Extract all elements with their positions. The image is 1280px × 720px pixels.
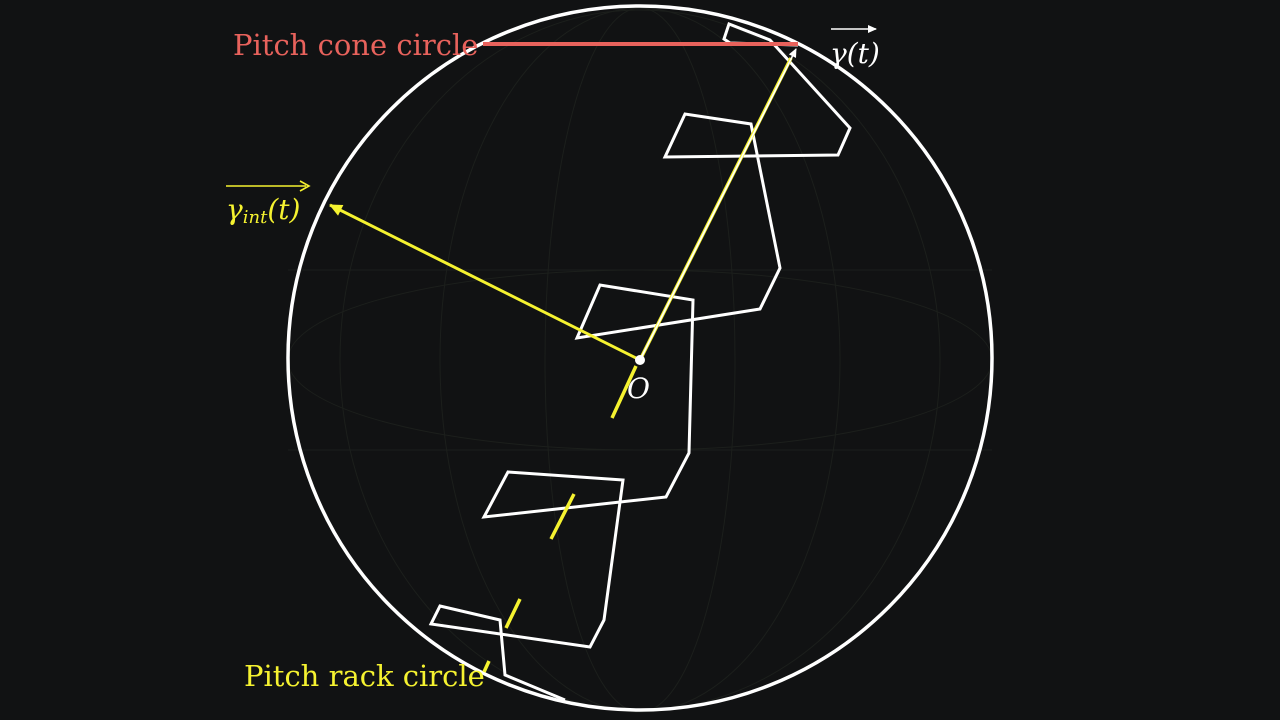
origin-label: O [627,372,650,405]
pitch-rack-label: Pitch rack circle [244,659,485,693]
svg-text:γ(t): γ(t) [830,37,880,70]
gamma-vector-label: γ(t) [830,25,880,70]
origin-point [635,355,645,365]
pitch-rack-segments [482,365,638,673]
gamma-int-arrow [329,203,641,362]
rack-outline [428,22,852,702]
pitch-cone-label: Pitch cone circle [233,28,478,62]
sphere-outline [286,4,994,712]
svg-text:γint(t): γint(t) [226,193,300,228]
gamma-int-label: γint(t) [226,180,311,228]
gamma-vector-arrow [639,48,797,361]
